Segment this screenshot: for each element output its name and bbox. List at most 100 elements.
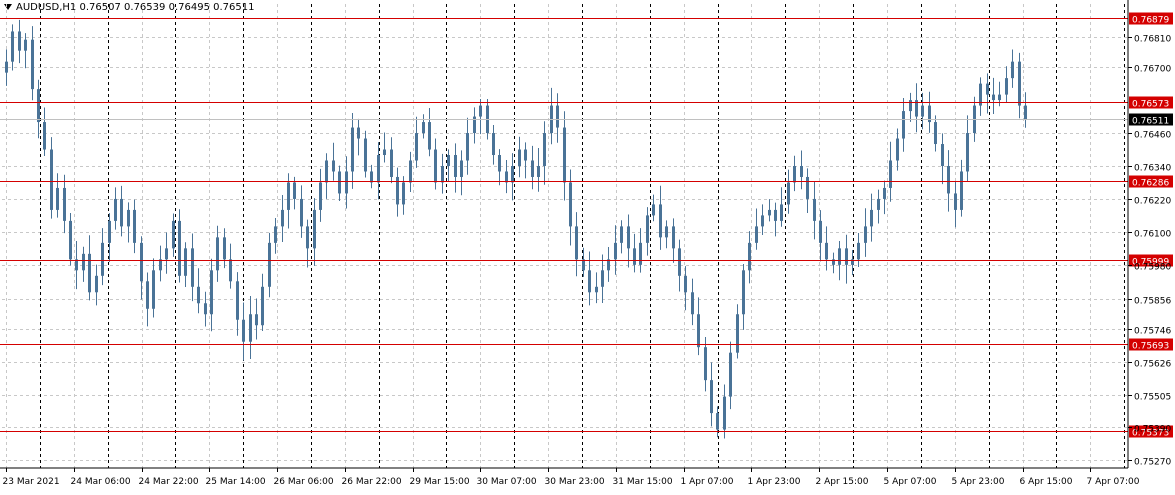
candle xyxy=(396,167,399,217)
candle-body xyxy=(998,94,1001,101)
candle-body xyxy=(986,83,989,95)
candle xyxy=(24,33,27,69)
candle xyxy=(127,202,130,243)
candle-body xyxy=(736,314,739,353)
candle-body xyxy=(428,122,431,150)
candle xyxy=(1018,52,1021,119)
candle xyxy=(242,302,245,361)
time-tick-label: 30 Mar 23:00 xyxy=(545,477,605,487)
candle xyxy=(883,180,886,215)
level-label-bg xyxy=(1129,425,1173,438)
candle-body xyxy=(165,248,168,260)
candle-body xyxy=(761,215,764,227)
candle-body xyxy=(287,182,290,210)
candle xyxy=(601,254,604,304)
candle-body xyxy=(56,187,59,210)
candle-body xyxy=(896,138,899,161)
candle-body xyxy=(11,31,14,62)
candle xyxy=(114,187,117,230)
candle-body xyxy=(556,105,559,128)
candle xyxy=(50,137,53,219)
candle-body xyxy=(601,270,604,287)
candle-body xyxy=(883,187,886,199)
candle-body xyxy=(377,155,380,183)
candle-body xyxy=(614,242,617,260)
candle xyxy=(281,195,284,243)
candle-body xyxy=(127,209,130,227)
candle-body xyxy=(729,352,732,397)
candle-body xyxy=(575,226,578,260)
candle xyxy=(524,142,527,179)
candle xyxy=(934,115,937,152)
candle xyxy=(774,202,777,237)
candle-body xyxy=(306,226,309,249)
candle xyxy=(434,138,437,190)
candle-body xyxy=(63,187,66,221)
candle xyxy=(293,176,296,210)
candle xyxy=(864,208,867,257)
candle xyxy=(825,226,828,271)
candle xyxy=(992,77,995,115)
candle xyxy=(793,155,796,192)
price-tick-label: 0.76220 xyxy=(1134,197,1171,207)
candle-body xyxy=(434,149,437,183)
candle-body xyxy=(768,209,771,216)
candle xyxy=(909,92,912,122)
candle-body xyxy=(531,160,534,177)
level-label: 0.76573 xyxy=(1132,100,1169,110)
level-label-bg xyxy=(1129,175,1173,188)
candle-body xyxy=(902,111,905,139)
grid-layer xyxy=(2,4,1128,468)
candle xyxy=(75,240,78,290)
candle xyxy=(479,99,482,135)
candle xyxy=(678,239,681,292)
candle-body xyxy=(95,275,98,293)
candle xyxy=(633,233,636,273)
candle-body xyxy=(704,347,707,381)
price-tick-label: 0.76340 xyxy=(1134,164,1171,174)
candle-body xyxy=(31,39,34,90)
price-tick-label: 0.76810 xyxy=(1134,35,1171,45)
candle-body xyxy=(748,242,751,271)
candle-body xyxy=(454,155,457,177)
collapse-triangle-icon[interactable] xyxy=(4,4,12,10)
candle xyxy=(857,232,860,268)
candle xyxy=(152,258,155,318)
candle xyxy=(210,258,213,332)
ohlc-close: 0.76511 xyxy=(213,2,255,13)
candle xyxy=(197,268,200,314)
candle-body xyxy=(787,182,790,205)
candle-body xyxy=(511,165,514,183)
candle xyxy=(460,150,463,196)
candle-body xyxy=(710,380,713,414)
candle-body xyxy=(813,198,816,221)
candle-body xyxy=(159,259,162,271)
candle-body xyxy=(466,133,469,161)
candle xyxy=(441,153,444,194)
time-tick-label: 5 Apr 07:00 xyxy=(884,477,937,487)
candle xyxy=(710,362,713,427)
candle-body xyxy=(447,155,450,166)
candle xyxy=(902,97,905,152)
candle-body xyxy=(364,138,367,172)
candle xyxy=(351,112,354,189)
candle-body xyxy=(229,259,232,282)
candle xyxy=(928,91,931,133)
candle xyxy=(364,130,367,178)
candle xyxy=(415,116,418,168)
candle xyxy=(37,79,40,139)
candle xyxy=(832,252,835,274)
price-tick-label: 0.75505 xyxy=(1134,393,1171,403)
candle xyxy=(877,189,880,224)
candle-body xyxy=(210,270,213,315)
candle-body xyxy=(325,160,328,183)
candle-body xyxy=(69,220,72,260)
candle-body xyxy=(819,220,822,243)
candle-body xyxy=(351,127,354,172)
candle-body xyxy=(800,165,803,177)
ohlc-open: 0.76507 xyxy=(79,2,121,13)
candle xyxy=(639,228,642,273)
price-tick-label: 0.75390 xyxy=(1134,425,1171,435)
candle-body xyxy=(691,292,694,315)
